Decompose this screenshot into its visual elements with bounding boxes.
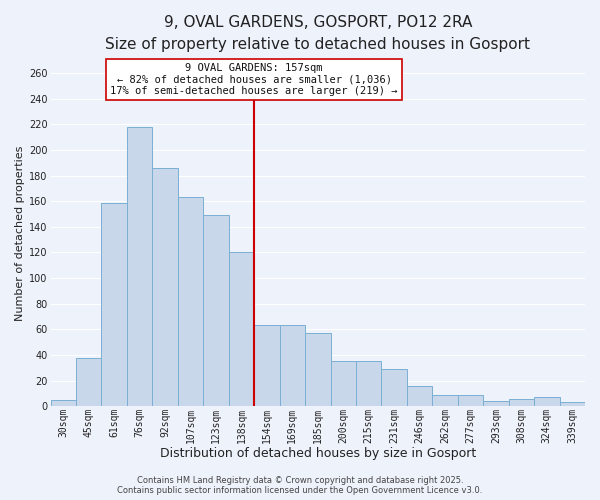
Bar: [50, 400, 76, 406]
Bar: [76, 358, 101, 406]
Bar: [203, 216, 229, 406]
Bar: [382, 369, 407, 406]
Text: Contains HM Land Registry data © Crown copyright and database right 2025.
Contai: Contains HM Land Registry data © Crown c…: [118, 476, 482, 495]
Bar: [509, 398, 534, 406]
Title: 9, OVAL GARDENS, GOSPORT, PO12 2RA
Size of property relative to detached houses : 9, OVAL GARDENS, GOSPORT, PO12 2RA Size …: [105, 15, 530, 52]
Y-axis label: Number of detached properties: Number of detached properties: [15, 146, 25, 321]
Bar: [483, 401, 509, 406]
Bar: [254, 326, 280, 406]
X-axis label: Distribution of detached houses by size in Gosport: Distribution of detached houses by size …: [160, 447, 476, 460]
Bar: [229, 252, 254, 406]
Bar: [305, 333, 331, 406]
Bar: [152, 168, 178, 406]
Bar: [331, 362, 356, 406]
Text: 9 OVAL GARDENS: 157sqm
← 82% of detached houses are smaller (1,036)
17% of semi-: 9 OVAL GARDENS: 157sqm ← 82% of detached…: [110, 63, 398, 96]
Bar: [356, 362, 382, 406]
Bar: [178, 198, 203, 406]
Bar: [433, 394, 458, 406]
Bar: [458, 394, 483, 406]
Bar: [101, 202, 127, 406]
Bar: [534, 397, 560, 406]
Bar: [560, 402, 585, 406]
Bar: [407, 386, 433, 406]
Bar: [280, 326, 305, 406]
Bar: [127, 127, 152, 406]
